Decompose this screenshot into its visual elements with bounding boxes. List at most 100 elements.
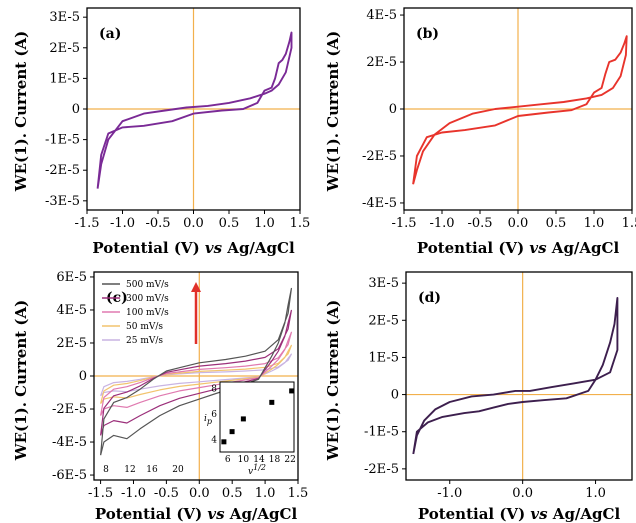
x-axis-label-part: vs	[205, 239, 223, 257]
inset-x-label-part: v	[248, 467, 253, 477]
y-tick-label: -4E-5	[362, 196, 397, 211]
plot-frame	[405, 271, 633, 481]
x-axis-label: Potential (V) vs Ag/AgCl	[418, 505, 621, 523]
x-axis-label-part: Ag/AgCl	[222, 239, 295, 257]
series-line	[412, 35, 628, 185]
y-tick-label: 0	[389, 102, 397, 117]
inset-point	[289, 388, 295, 394]
arrow-head-icon	[191, 282, 201, 292]
inset-point	[240, 416, 246, 422]
y-axis-label: WE(1). Current (A)	[324, 31, 342, 192]
y-tick-label: -2E-5	[362, 149, 397, 164]
x-axis-label-part: Ag/AgCl	[547, 239, 620, 257]
series-line	[100, 331, 292, 416]
x-axis-label-part: Potential (V)	[92, 239, 205, 257]
chart-panel-1: -1.5 -1.0 -0.5 0.0 0.5 1.0 1.5 -3E-5 -2E-5 -1E-5 0…	[12, 7, 311, 257]
inset-y-tick: 6	[211, 410, 217, 420]
x-tick-label: 0.5	[546, 216, 567, 231]
y-tick-label: 2E-5	[56, 336, 87, 351]
x-tick-label: 1.5	[290, 216, 311, 231]
series-line	[100, 287, 292, 456]
panel-label: (b)	[416, 26, 439, 42]
legend-entry: 100 mV/s	[126, 308, 169, 318]
x-tick-label: 1.0	[255, 486, 276, 501]
x-tick-label: -1.5	[88, 486, 113, 501]
y-tick-label: -6E-5	[52, 468, 87, 483]
x-tick-label: 1.0	[254, 216, 275, 231]
x-tick-label: -1.0	[429, 216, 454, 231]
y-axis-label: WE(1). Current (A)	[12, 300, 30, 461]
x-axis-label: Potential (V) vs Ag/AgCl	[417, 239, 620, 257]
x-axis-label-part: Potential (V)	[418, 505, 531, 523]
x-tick-label: -0.5	[467, 216, 492, 231]
y-tick-label: -4E-5	[52, 435, 87, 450]
inset-y-label-part: i	[204, 414, 207, 424]
x-tick-label: -1.5	[391, 216, 416, 231]
x-axis-label: Potential (V) vs Ag/AgCl	[92, 239, 295, 257]
y-tick-label: 0	[391, 388, 399, 403]
y-tick-label: -2E-5	[52, 402, 87, 417]
y-tick-label: -3E-5	[45, 194, 80, 209]
y-tick-label: -2E-5	[45, 163, 80, 178]
inset-y-tick: 4	[211, 435, 217, 445]
y-axis-label: WE(1). Current (A)	[324, 300, 342, 461]
x-tick-label: -1.0	[437, 486, 462, 501]
y-tick-label: -2E-5	[364, 462, 399, 477]
x-tick-label: 0.0	[189, 486, 210, 501]
x-tick-label: -1.0	[121, 486, 146, 501]
y-tick-label: -1E-5	[45, 133, 80, 148]
inset-x-tick: 14	[253, 455, 265, 465]
x-axis-label: Potential (V) vs Ag/AgCl	[95, 505, 298, 523]
chart-panel-2: -1.5 -1.0 -0.5 0.0 0.5 1.0 1.5 -4E-5 -2E-5 0 2E-5 4…	[324, 7, 636, 257]
panel-label: (d)	[418, 290, 441, 306]
x-tick-label: 0.5	[219, 216, 240, 231]
legend-entry: 500 mV/s	[126, 280, 169, 290]
legend-entry: 50 mV/s	[126, 322, 163, 332]
x-tick-label: 0.0	[512, 486, 533, 501]
inset-x-label-part: 1/2	[253, 463, 266, 472]
x-tick-label: 1.5	[288, 486, 309, 501]
y-tick-label: 0	[79, 369, 87, 384]
x-tick-label: -0.5	[145, 216, 170, 231]
annotation-label: 12	[124, 465, 135, 475]
annotation-label: 20	[172, 465, 184, 475]
x-axis-label-part: Ag/AgCl	[225, 505, 298, 523]
y-tick-label: 2E-5	[49, 41, 80, 56]
y-axis-label: WE(1). Current (A)	[12, 31, 30, 192]
inset-x-label: v1/2	[248, 463, 266, 477]
inset-point	[221, 439, 227, 445]
series-line	[100, 309, 292, 436]
inset-x-tick: 10	[238, 455, 250, 465]
annotation-label: 8	[103, 465, 109, 475]
x-tick-label: 1.0	[585, 486, 606, 501]
inset-x-tick: 6	[225, 455, 231, 465]
inset-y-tick: 8	[211, 384, 217, 394]
chart-panel-4: -1.0 0.0 1.0 -2E-5 -1E-5 0 1E-5 2E-5 3E-5 Potenti…	[324, 271, 633, 523]
y-tick-label: -1E-5	[364, 425, 399, 440]
x-tick-label: -1.5	[74, 216, 99, 231]
y-tick-label: 1E-5	[49, 71, 80, 86]
x-axis-label-part: vs	[529, 239, 547, 257]
y-tick-label: 1E-5	[368, 350, 399, 365]
chart-panel-3: -1.5 -1.0 -0.5 0.0 0.5 1.0 1.5 -6E-5 -4E-5 -2E-5 0…	[12, 270, 308, 523]
x-tick-label: -1.0	[110, 216, 135, 231]
y-tick-label: 2E-5	[368, 313, 399, 328]
x-tick-label: 0.0	[508, 216, 529, 231]
y-tick-label: 4E-5	[366, 8, 397, 23]
legend-entry: 300 mV/s	[126, 294, 169, 304]
annotation-label: 16	[146, 465, 158, 475]
x-axis-label-part: Potential (V)	[417, 239, 530, 257]
x-axis-label-part: vs	[530, 505, 548, 523]
y-tick-label: 4E-5	[56, 303, 87, 318]
series-line	[96, 31, 293, 189]
series-line	[412, 297, 619, 455]
x-tick-label: 1.0	[584, 216, 605, 231]
y-tick-label: 6E-5	[56, 270, 87, 285]
x-axis-label-part: Potential (V)	[95, 505, 208, 523]
inset-x-tick: 22	[284, 455, 295, 465]
x-axis-label-part: Ag/AgCl	[548, 505, 621, 523]
inset-y-label: ip	[204, 414, 212, 426]
inset-frame	[219, 381, 295, 453]
inset-y-label-part: p	[207, 417, 212, 426]
